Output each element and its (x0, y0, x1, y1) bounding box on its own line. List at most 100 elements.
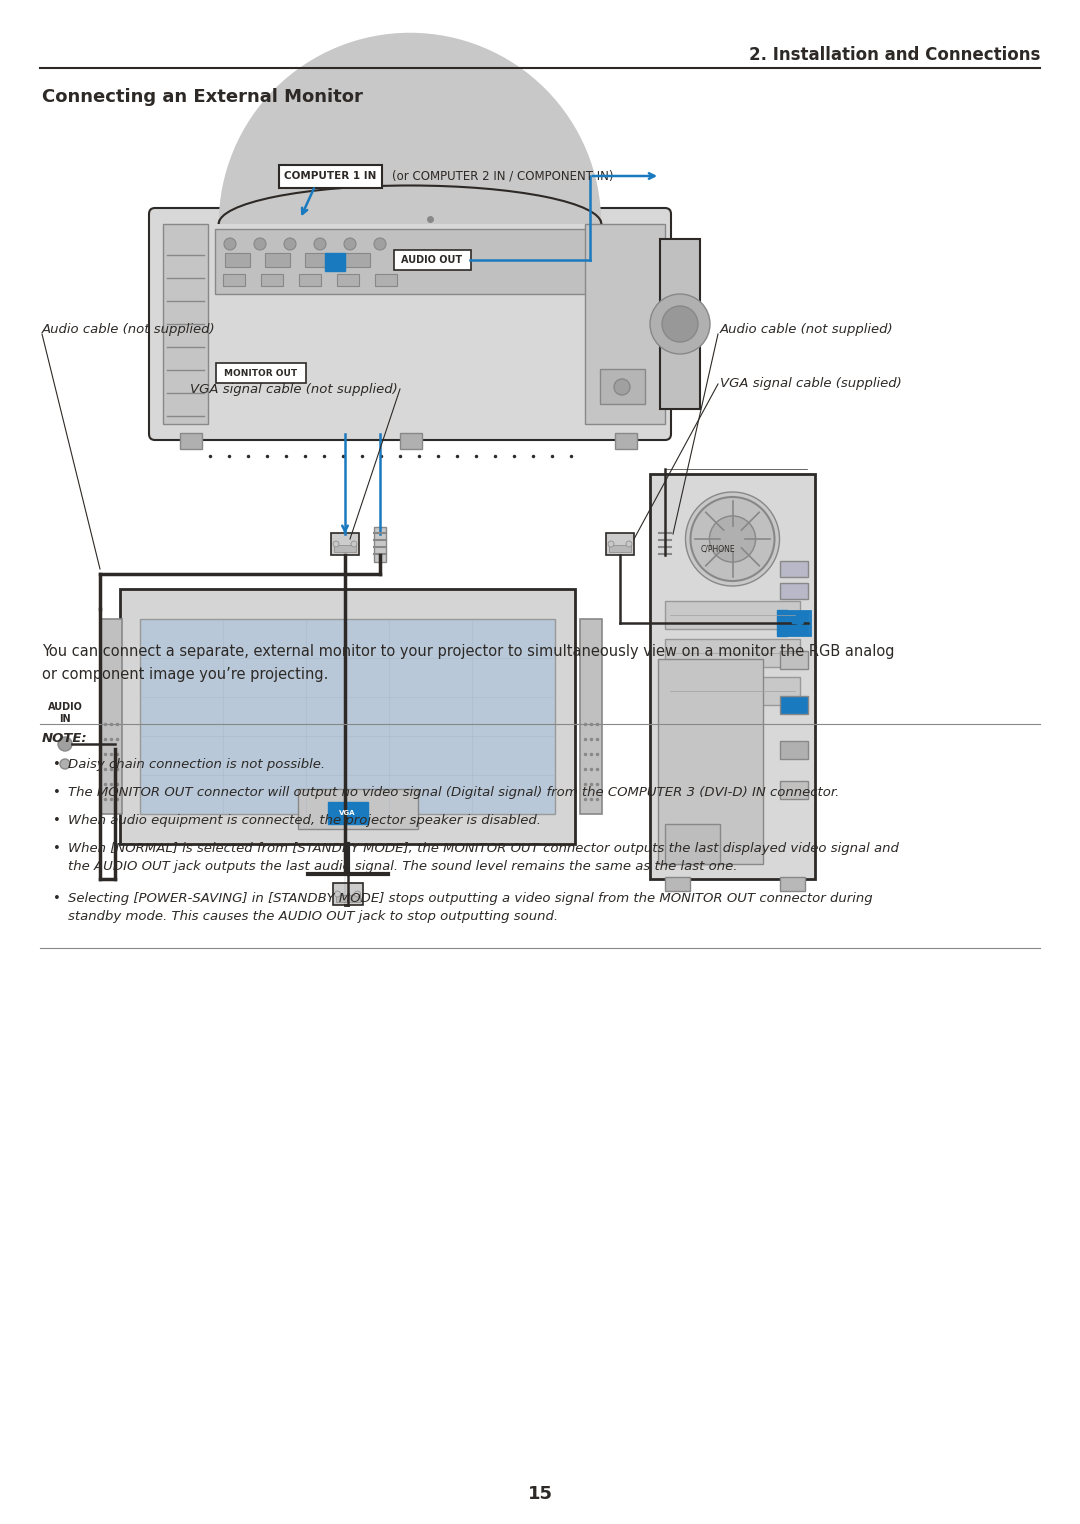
Circle shape (345, 238, 356, 250)
FancyBboxPatch shape (279, 165, 381, 187)
Bar (665, 677, 800, 706)
Bar (225, 253, 249, 267)
Bar (163, 224, 208, 424)
Bar (780, 780, 808, 799)
Text: Audio cable (not supplied): Audio cable (not supplied) (720, 323, 893, 335)
Bar (120, 588, 575, 844)
Circle shape (686, 492, 780, 587)
Circle shape (351, 541, 357, 547)
Circle shape (333, 541, 339, 547)
Circle shape (224, 238, 237, 250)
Bar (180, 433, 202, 450)
Bar (659, 527, 671, 562)
Bar (140, 619, 555, 814)
Text: C/PHONE: C/PHONE (700, 544, 734, 553)
Bar (100, 619, 122, 814)
Bar (337, 274, 359, 287)
Text: You can connect a separate, external monitor to your projector to simultaneously: You can connect a separate, external mon… (42, 645, 894, 683)
FancyBboxPatch shape (394, 250, 471, 270)
Bar (327, 802, 367, 824)
Bar (665, 639, 800, 668)
Bar (585, 224, 665, 424)
Circle shape (254, 238, 266, 250)
Bar (330, 533, 359, 555)
Text: NOTE:: NOTE: (42, 732, 87, 745)
Circle shape (354, 892, 361, 898)
Circle shape (284, 238, 296, 250)
Circle shape (374, 238, 386, 250)
Text: 2. Installation and Connections: 2. Installation and Connections (748, 46, 1040, 64)
Text: •: • (52, 757, 59, 771)
Bar (615, 433, 637, 450)
Bar (334, 546, 356, 552)
Bar (305, 253, 330, 267)
Circle shape (335, 892, 340, 898)
Circle shape (626, 541, 632, 547)
Circle shape (650, 294, 710, 354)
Bar (658, 658, 762, 864)
Bar (333, 882, 363, 905)
Bar (780, 613, 808, 634)
Text: MONITOR OUT: MONITOR OUT (225, 369, 298, 378)
Circle shape (710, 517, 756, 562)
Circle shape (608, 541, 615, 547)
Text: COMPUTER 1 IN: COMPUTER 1 IN (284, 171, 376, 181)
Text: The MONITOR OUT connector will output no video signal (Digital signal) from the : The MONITOR OUT connector will output no… (68, 786, 839, 799)
Bar (780, 561, 808, 578)
Bar (325, 253, 345, 271)
Bar (780, 611, 810, 636)
Bar (780, 741, 808, 759)
Bar (777, 610, 787, 636)
Bar (336, 895, 360, 902)
Bar (665, 824, 720, 864)
Text: Daisy chain connection is not possible.: Daisy chain connection is not possible. (68, 757, 325, 771)
Bar (222, 274, 245, 287)
Bar (780, 584, 808, 599)
Bar (400, 433, 422, 450)
Circle shape (615, 379, 630, 395)
Bar (780, 876, 805, 892)
Bar (215, 229, 595, 294)
Text: 15: 15 (527, 1484, 553, 1503)
Text: •: • (52, 841, 59, 855)
Bar (265, 253, 291, 267)
Text: •: • (52, 786, 59, 799)
Circle shape (60, 759, 70, 770)
Bar (261, 274, 283, 287)
Text: AUDIO
IN: AUDIO IN (48, 703, 82, 724)
Circle shape (690, 497, 774, 581)
Bar (375, 274, 397, 287)
Text: When audio equipment is connected, the projector speaker is disabled.: When audio equipment is connected, the p… (68, 814, 541, 828)
Bar (580, 619, 602, 814)
Circle shape (58, 738, 72, 751)
Bar (297, 789, 418, 829)
Bar (665, 600, 800, 629)
Bar (660, 239, 700, 408)
Bar (650, 474, 815, 879)
FancyBboxPatch shape (216, 363, 306, 383)
Circle shape (662, 306, 698, 341)
Text: VGA: VGA (339, 809, 355, 815)
Bar (600, 369, 645, 404)
Wedge shape (219, 32, 602, 224)
Text: VGA signal cable (supplied): VGA signal cable (supplied) (720, 378, 902, 390)
Text: Audio cable (not supplied): Audio cable (not supplied) (42, 323, 216, 335)
Text: Connecting an External Monitor: Connecting an External Monitor (42, 88, 363, 107)
Bar (780, 651, 808, 669)
Bar (345, 253, 370, 267)
Bar (299, 274, 321, 287)
Bar (780, 696, 808, 715)
Text: (or COMPUTER 2 IN / COMPONENT IN): (or COMPUTER 2 IN / COMPONENT IN) (392, 169, 613, 183)
Text: •: • (52, 814, 59, 828)
Text: AUDIO OUT: AUDIO OUT (402, 255, 462, 265)
FancyBboxPatch shape (149, 207, 671, 440)
Text: Selecting [POWER-SAVING] in [STANDBY MODE] stops outputting a video signal from : Selecting [POWER-SAVING] in [STANDBY MOD… (68, 892, 873, 924)
Text: VGA signal cable (not supplied): VGA signal cable (not supplied) (190, 383, 397, 396)
Bar (609, 546, 631, 552)
Circle shape (314, 238, 326, 250)
Bar (606, 533, 634, 555)
Text: When [NORMAL] is selected from [STANDBY MODE], the MONITOR OUT connector outputs: When [NORMAL] is selected from [STANDBY … (68, 841, 899, 873)
Bar (665, 876, 690, 892)
Text: •: • (52, 892, 59, 905)
Bar (374, 527, 386, 562)
